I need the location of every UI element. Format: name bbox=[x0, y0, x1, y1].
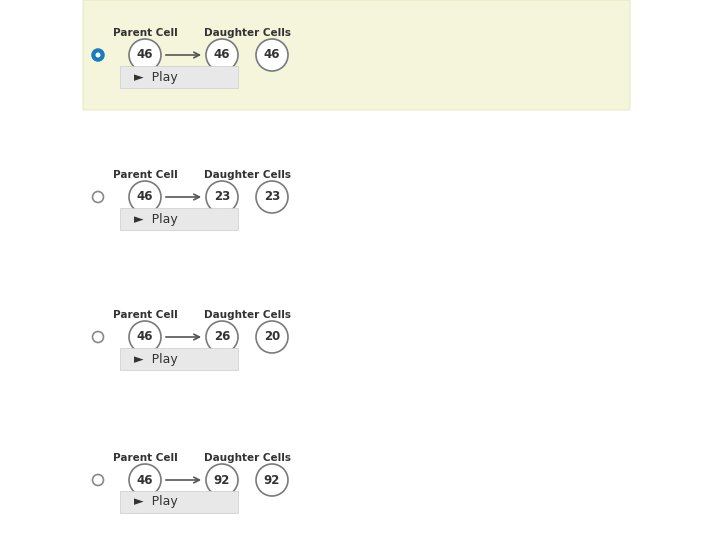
Text: Parent Cell: Parent Cell bbox=[113, 453, 177, 463]
Text: 20: 20 bbox=[264, 330, 280, 343]
FancyBboxPatch shape bbox=[120, 208, 238, 230]
Circle shape bbox=[256, 39, 288, 71]
Text: Daughter Cells: Daughter Cells bbox=[203, 310, 291, 320]
Text: ►  Play: ► Play bbox=[134, 70, 178, 83]
FancyBboxPatch shape bbox=[120, 348, 238, 370]
Text: 46: 46 bbox=[213, 49, 230, 62]
Circle shape bbox=[206, 181, 238, 213]
FancyBboxPatch shape bbox=[120, 491, 238, 513]
Text: 46: 46 bbox=[137, 191, 154, 203]
Circle shape bbox=[256, 181, 288, 213]
Text: 23: 23 bbox=[264, 191, 280, 203]
Text: 46: 46 bbox=[263, 49, 281, 62]
Circle shape bbox=[129, 181, 161, 213]
Circle shape bbox=[96, 52, 101, 58]
Text: 46: 46 bbox=[137, 474, 154, 487]
Text: Daughter Cells: Daughter Cells bbox=[203, 453, 291, 463]
Text: 92: 92 bbox=[213, 474, 230, 487]
Text: Daughter Cells: Daughter Cells bbox=[203, 170, 291, 180]
Text: 92: 92 bbox=[263, 474, 280, 487]
Circle shape bbox=[93, 475, 104, 486]
Circle shape bbox=[129, 39, 161, 71]
FancyBboxPatch shape bbox=[83, 0, 630, 110]
Text: Daughter Cells: Daughter Cells bbox=[203, 28, 291, 38]
Circle shape bbox=[206, 39, 238, 71]
Text: 23: 23 bbox=[214, 191, 230, 203]
Circle shape bbox=[93, 50, 104, 60]
Text: ►  Play: ► Play bbox=[134, 495, 178, 508]
FancyBboxPatch shape bbox=[120, 66, 238, 88]
Circle shape bbox=[256, 464, 288, 496]
Text: 46: 46 bbox=[137, 49, 154, 62]
Circle shape bbox=[256, 321, 288, 353]
Text: Parent Cell: Parent Cell bbox=[113, 310, 177, 320]
Text: 46: 46 bbox=[137, 330, 154, 343]
Circle shape bbox=[129, 321, 161, 353]
Text: Parent Cell: Parent Cell bbox=[113, 170, 177, 180]
Text: ►  Play: ► Play bbox=[134, 213, 178, 226]
Circle shape bbox=[206, 464, 238, 496]
Circle shape bbox=[206, 321, 238, 353]
Text: ►  Play: ► Play bbox=[134, 353, 178, 366]
Circle shape bbox=[129, 464, 161, 496]
Circle shape bbox=[93, 331, 104, 342]
Text: 26: 26 bbox=[213, 330, 230, 343]
Circle shape bbox=[93, 191, 104, 203]
Text: Parent Cell: Parent Cell bbox=[113, 28, 177, 38]
